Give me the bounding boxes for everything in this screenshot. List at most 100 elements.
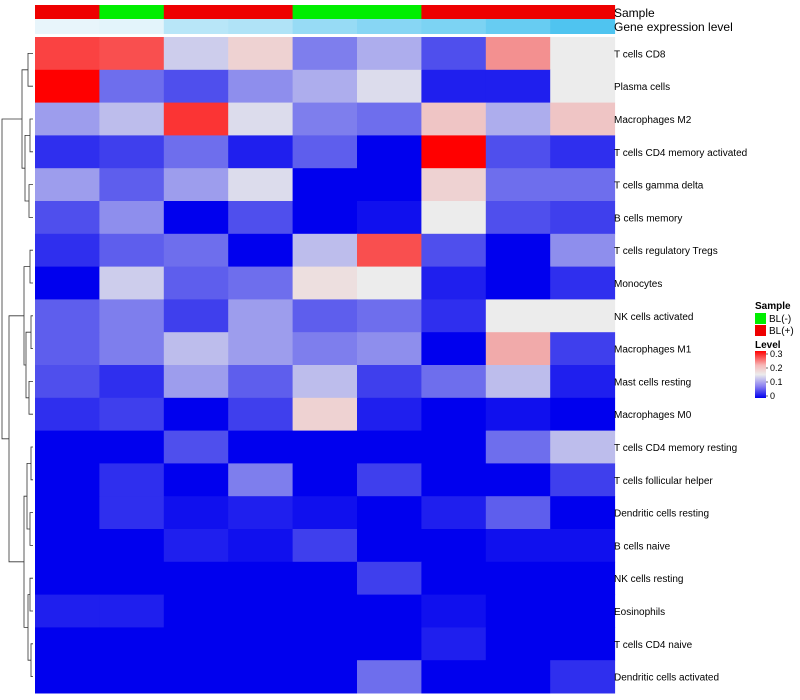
heatmap-cell <box>550 168 616 202</box>
dendrogram-branch <box>29 512 33 546</box>
heatmap-cell <box>292 233 358 268</box>
heatmap-cell <box>163 397 229 432</box>
dendrogram-branch <box>25 331 31 399</box>
heatmap-cell <box>421 233 487 268</box>
dendrogram-branch <box>8 315 24 563</box>
heatmap-cell <box>550 201 616 235</box>
dendrogram-branch <box>30 643 33 677</box>
heatmap-cell <box>485 37 551 71</box>
heatmap-cell <box>99 37 165 71</box>
heatmap-cell <box>228 37 294 71</box>
heatmap-cell <box>485 102 551 136</box>
heatmap-cell <box>485 561 551 596</box>
heatmap-cell <box>357 201 422 235</box>
heatmap-cell <box>35 561 100 596</box>
heatmap-cell <box>163 332 229 366</box>
heatmap-cell <box>99 332 165 366</box>
heatmap-cell <box>421 135 487 169</box>
heatmap-cell <box>292 168 358 202</box>
gene-expression-track-cell <box>292 19 358 34</box>
heatmap-cell <box>421 168 487 202</box>
heatmap-cell <box>421 102 487 136</box>
heatmap-cell <box>485 233 551 268</box>
heatmap-cell <box>228 201 294 235</box>
heatmap-cell <box>99 463 165 497</box>
heatmap-cell <box>163 69 229 104</box>
heatmap-cell <box>35 594 100 628</box>
row-label: B cells memory <box>614 213 682 224</box>
heatmap-cell <box>35 332 100 366</box>
heatmap-cell <box>421 529 487 563</box>
heatmap-cell <box>163 168 229 202</box>
row-label: NK cells resting <box>614 574 683 585</box>
gene-expression-annotation-track <box>35 19 616 34</box>
heatmap-cell <box>421 69 487 104</box>
heatmap-cell <box>99 430 165 464</box>
heatmap-cell <box>292 430 358 464</box>
heatmap-cell <box>550 365 616 399</box>
heatmap-cell <box>357 529 422 563</box>
heatmap-cell <box>35 430 100 464</box>
legend-level-tick-label: 0 <box>770 391 775 401</box>
heatmap-cell <box>35 266 100 300</box>
sample-annotation-track <box>35 5 616 19</box>
heatmap-cell <box>35 496 100 530</box>
heatmap-cell <box>292 299 358 333</box>
heatmap-cell <box>228 69 294 104</box>
sample-track-cell <box>35 5 100 19</box>
gene-expression-track-cell <box>35 19 100 34</box>
heatmap-cell <box>163 496 229 530</box>
gene-expression-track-cell <box>550 19 616 34</box>
heatmap-cell <box>292 463 358 497</box>
sample-track-cell <box>421 5 487 19</box>
heatmap-cell <box>292 69 358 104</box>
row-label: T cells CD4 naive <box>614 640 693 651</box>
heatmap-cell <box>228 430 294 464</box>
legend-sample-swatch <box>755 313 766 324</box>
legend-sample-label: BL(-) <box>769 314 791 325</box>
heatmap-cell <box>421 201 487 235</box>
level-colorbar <box>755 351 766 398</box>
dendrogram-branch <box>29 118 33 153</box>
dendrogram-branch <box>23 266 30 366</box>
row-label: T cells gamma delta <box>614 181 704 192</box>
row-label: Macrophages M0 <box>614 410 692 421</box>
heatmap-cell <box>228 561 294 596</box>
heatmap-cell <box>228 660 294 694</box>
heatmap-cell <box>550 660 616 694</box>
heatmap-cell <box>357 266 422 300</box>
heatmap-cell <box>550 463 616 497</box>
heatmap-cell <box>35 299 100 333</box>
heatmap-cell <box>163 594 229 628</box>
heatmap-cell <box>163 299 229 333</box>
sample-track-cell <box>292 5 358 19</box>
heatmap-cell <box>228 135 294 169</box>
heatmap-cell <box>228 299 294 333</box>
heatmap-cell <box>228 529 294 563</box>
row-label: T cells CD4 memory resting <box>614 443 737 454</box>
row-label: Macrophages M2 <box>614 115 692 126</box>
heatmap-cell <box>421 561 487 596</box>
sample-track-cell <box>99 5 165 19</box>
heatmap-cell <box>35 37 100 71</box>
heatmap-cell <box>99 135 165 169</box>
heatmap-cell <box>421 397 487 432</box>
heatmap-cell <box>228 168 294 202</box>
row-label: B cells naive <box>614 541 671 552</box>
heatmap-cell <box>292 594 358 628</box>
heatmap-cell <box>163 627 229 661</box>
heatmap-cell <box>228 397 294 432</box>
heatmap-cell <box>485 430 551 464</box>
sample-track-cell <box>485 5 551 19</box>
heatmap-cell <box>550 37 616 71</box>
heatmap-cell <box>357 332 422 366</box>
heatmap-cell <box>550 594 616 628</box>
heatmap-cell <box>35 627 100 661</box>
row-labels: T cells CD8 Plasma cells Macrophages M2 T c… <box>614 49 747 683</box>
heatmap-cell <box>228 496 294 530</box>
heatmap-cell <box>292 102 358 136</box>
heatmap-cell <box>35 69 100 104</box>
heatmap-cell <box>550 627 616 661</box>
sample-track-cell <box>550 5 616 19</box>
